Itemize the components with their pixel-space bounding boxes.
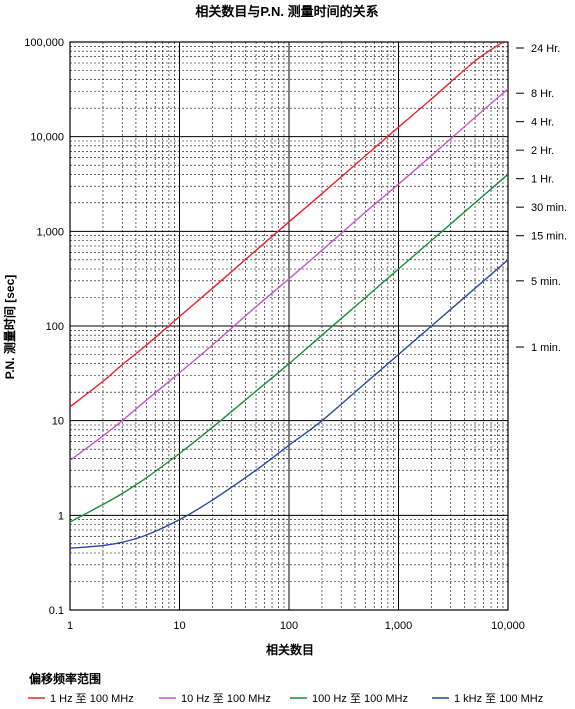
x-tick-label: 1,000 bbox=[385, 620, 413, 632]
x-tick-label: 100 bbox=[280, 620, 298, 632]
x-tick-label: 1 bbox=[67, 620, 73, 632]
x-tick-label: 10,000 bbox=[491, 620, 525, 632]
time-mark-label: 1 Hr. bbox=[531, 174, 554, 186]
grid bbox=[69, 41, 509, 611]
tick-labels: 1 10 100 1,000 10,0000.11101001,00010,000100… bbox=[24, 37, 525, 632]
legend-label-3: 100 Hz 至 100 MHz bbox=[312, 693, 408, 705]
x-tick-label: 10 bbox=[173, 620, 185, 632]
y-tick-label: 10,000 bbox=[30, 132, 64, 144]
time-mark-label: 4 Hr. bbox=[531, 117, 554, 129]
plot-frame bbox=[69, 41, 509, 611]
time-mark-label: 24 Hr. bbox=[531, 43, 560, 55]
legend: 1 Hz 至 100 MHz 10 Hz 至 100 MHz 100 Hz 至 10… bbox=[28, 693, 543, 705]
legend-label-4: 1 kHz 至 100 MHz bbox=[454, 693, 543, 705]
series-lines bbox=[70, 42, 508, 549]
chart-title: 相关数目与P.N. 测量时间的关系 bbox=[195, 4, 378, 19]
legend-label-2: 10 Hz 至 100 MHz bbox=[181, 693, 271, 705]
time-mark-label: 1 min. bbox=[531, 342, 561, 354]
series-line-2 bbox=[70, 88, 508, 462]
legend-label-1: 1 Hz 至 100 MHz bbox=[50, 693, 134, 705]
time-mark-label: 2 Hr. bbox=[531, 145, 554, 157]
y-tick-label: 1,000 bbox=[36, 226, 64, 238]
x-axis-label: 相关数目 bbox=[266, 642, 314, 657]
time-mark-label: 5 min. bbox=[531, 276, 561, 288]
y-tick-label: 10 bbox=[52, 416, 64, 428]
series-line-4 bbox=[70, 259, 508, 549]
legend-title: 偏移频率范围 bbox=[29, 671, 101, 686]
y-tick-label: 1 bbox=[58, 510, 64, 522]
series-line-1 bbox=[70, 42, 504, 408]
time-mark-label: 8 Hr. bbox=[531, 88, 554, 100]
y-axis-label: P.N. 测量时间 [sec] bbox=[2, 275, 17, 379]
y-tick-label: 100 bbox=[46, 321, 64, 333]
y-tick-label: 0.1 bbox=[49, 605, 64, 617]
time-marks: 24 Hr. 8 Hr. 4 Hr. 2 Hr. 1 Hr. 30 min. 15 min.… bbox=[516, 43, 567, 354]
series-line-3 bbox=[70, 173, 508, 523]
y-tick-label: 100,000 bbox=[24, 37, 64, 49]
time-mark-label: 15 min. bbox=[531, 231, 567, 243]
time-mark-label: 30 min. bbox=[531, 202, 567, 214]
